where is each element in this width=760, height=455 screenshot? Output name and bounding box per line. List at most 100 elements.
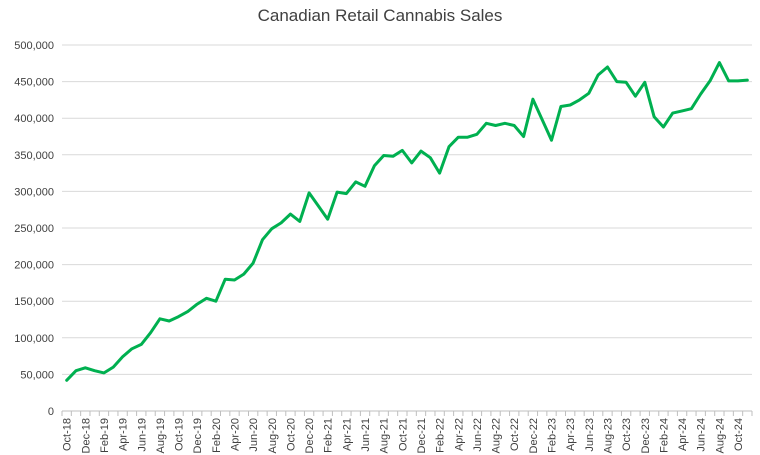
data-point [345, 192, 348, 195]
x-tick-label: Dec-20 [304, 418, 316, 453]
x-tick-label: Oct-22 [509, 418, 521, 451]
x-tick-label: Apr-20 [230, 418, 242, 451]
data-point [158, 317, 162, 320]
data-point [429, 156, 432, 159]
data-point [643, 81, 646, 84]
x-tick-label: Jun-24 [696, 418, 708, 452]
data-point [205, 297, 208, 300]
data-point [224, 278, 227, 281]
data-point [317, 204, 320, 208]
data-point [410, 161, 413, 165]
data-point [727, 79, 730, 83]
x-tick-label: Jun-20 [248, 418, 260, 452]
data-point [214, 300, 218, 303]
data-point [168, 319, 171, 323]
data-point [307, 191, 311, 195]
data-point [121, 355, 124, 358]
x-tick-label: Feb-19 [99, 418, 111, 453]
data-point [690, 107, 693, 110]
x-tick-label: Oct-24 [733, 418, 745, 451]
data-point [615, 80, 618, 83]
data-point [438, 171, 441, 175]
y-tick-label: 100,000 [14, 333, 54, 345]
x-tick-label: Jun-22 [472, 418, 484, 452]
x-tick-label: Apr-21 [341, 418, 353, 451]
data-point [513, 124, 516, 127]
data-point [541, 118, 544, 121]
data-point [587, 92, 590, 95]
data-point [569, 103, 572, 107]
x-tick-label: Aug-21 [379, 418, 391, 453]
data-point [65, 379, 68, 382]
x-tick-label: Dec-18 [80, 418, 92, 453]
x-tick-label: Aug-20 [267, 418, 279, 453]
data-point [112, 365, 115, 369]
x-tick-label: Dec-21 [416, 418, 428, 453]
data-point [634, 95, 637, 98]
x-tick-label: Jun-23 [584, 418, 596, 452]
data-point [326, 218, 329, 221]
x-tick-label: Dec-19 [192, 418, 204, 453]
data-point [130, 347, 134, 350]
data-point [419, 149, 423, 153]
x-tick-label: Oct-19 [174, 418, 186, 451]
data-point [84, 366, 87, 369]
x-tick-label: Aug-23 [602, 418, 614, 453]
y-tick-label: 450,000 [14, 77, 54, 89]
chart-title: Canadian Retail Cannabis Sales [257, 6, 503, 25]
data-point [373, 164, 376, 167]
data-point [485, 122, 488, 125]
x-tick-label: Oct-23 [621, 418, 633, 451]
data-point [186, 310, 190, 313]
x-tick-label: Aug-22 [491, 418, 503, 453]
x-tick-label: Apr-23 [565, 418, 577, 451]
data-point [74, 369, 78, 372]
data-point [233, 278, 236, 282]
y-tick-label: 200,000 [14, 260, 54, 272]
data-point [699, 92, 702, 96]
data-point [102, 371, 106, 375]
series-line [65, 61, 749, 382]
x-tick-label: Aug-24 [714, 418, 726, 453]
data-point [503, 122, 507, 125]
x-tick-label: Apr-24 [677, 418, 689, 451]
data-point [382, 154, 385, 157]
x-tick-label: Oct-18 [62, 418, 74, 451]
data-point [447, 145, 451, 148]
data-point [475, 133, 479, 136]
data-point [270, 227, 273, 230]
data-point [261, 238, 264, 241]
data-point [391, 155, 395, 158]
data-point [140, 343, 143, 346]
x-tick-label: Feb-20 [211, 418, 223, 453]
data-point [363, 185, 367, 188]
y-tick-label: 50,000 [20, 369, 54, 381]
data-point [596, 73, 600, 77]
data-point [242, 272, 245, 276]
x-tick-label: Feb-21 [323, 418, 335, 453]
data-point [550, 139, 553, 142]
data-point [746, 78, 749, 82]
data-point [251, 261, 255, 265]
data-point [93, 369, 96, 372]
y-tick-label: 250,000 [14, 223, 54, 235]
data-point [298, 220, 301, 223]
data-point [531, 98, 535, 101]
data-point [559, 105, 563, 108]
data-point [279, 221, 283, 225]
x-tick-label: Dec-22 [528, 418, 540, 453]
y-tick-label: 350,000 [14, 150, 54, 162]
data-point [606, 65, 609, 69]
data-point [401, 149, 404, 152]
x-tick-label: Dec-23 [640, 418, 652, 453]
data-point [680, 109, 684, 113]
x-tick-label: Jun-21 [360, 418, 372, 452]
x-tick-label: Apr-22 [453, 418, 465, 451]
x-tick-label: Feb-23 [547, 418, 559, 453]
data-point [494, 124, 497, 127]
data-point [708, 79, 712, 83]
data-point [335, 190, 339, 194]
data-point [289, 212, 292, 216]
